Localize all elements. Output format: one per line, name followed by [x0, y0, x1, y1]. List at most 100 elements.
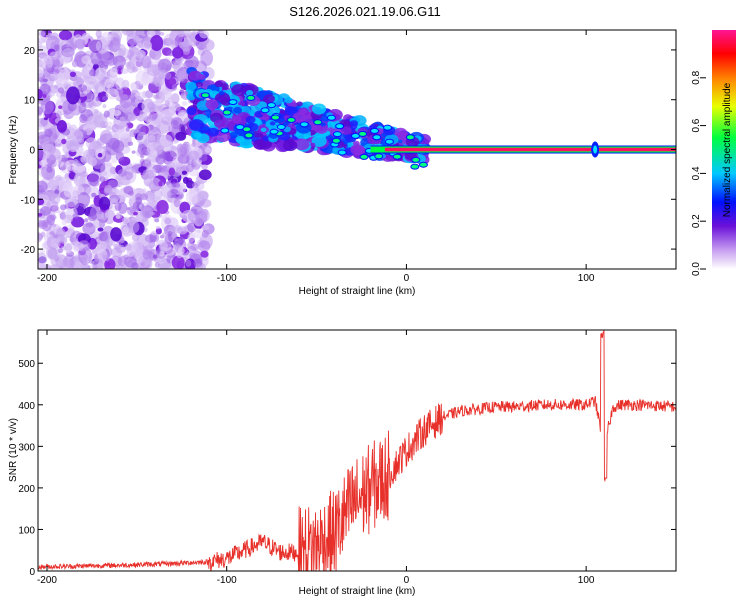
heat-cell [38, 198, 45, 206]
heat-cell [155, 227, 162, 235]
heat-cell [191, 182, 199, 189]
heat-cell [188, 150, 200, 161]
heat-cell [43, 150, 51, 159]
heat-cell [179, 88, 185, 93]
spectrogram-image [38, 30, 676, 269]
heat-cell [218, 90, 225, 96]
heat-cell [99, 122, 104, 127]
x-tick-label: -200 [37, 575, 57, 586]
heat-peak [418, 161, 428, 168]
x-tick-label: -100 [217, 273, 237, 284]
heat-cell [327, 127, 334, 132]
heat-cell [292, 112, 307, 123]
heat-peak [359, 153, 369, 160]
heat-cell [39, 83, 51, 95]
heat-cell [89, 69, 97, 77]
heat-cell [199, 30, 210, 39]
heat-peak [286, 116, 296, 123]
heat-cell [60, 258, 74, 269]
heat-cell [139, 158, 146, 166]
heat-cell [158, 262, 169, 269]
heat-cell [197, 240, 211, 252]
heat-cell [135, 70, 149, 86]
y-tick-label: 300 [18, 442, 35, 453]
heat-cell [185, 81, 197, 91]
heat-cell [120, 175, 127, 184]
heat-peak [332, 131, 342, 138]
heat-cell [168, 167, 176, 176]
snr-ticks: -200 -100 0 100 0 100 200 300 400 500 [18, 330, 676, 586]
heat-cell [97, 227, 104, 232]
heat-cell [133, 211, 138, 216]
heat-cell [41, 36, 48, 43]
heat-cell [117, 169, 128, 177]
heat-cell [112, 109, 122, 117]
heat-cell [38, 124, 44, 131]
heat-cell [232, 115, 242, 124]
heat-cell [70, 216, 85, 228]
heat-cell [134, 99, 139, 104]
heat-cell [66, 86, 80, 105]
heat-cell [99, 176, 106, 183]
heat-cell [148, 112, 158, 121]
heat-cell [195, 159, 203, 165]
heat-cell [171, 181, 177, 188]
heat-peak [335, 123, 345, 130]
heat-cell [104, 78, 115, 89]
heat-cell [73, 238, 78, 242]
heat-cell [299, 108, 308, 115]
heat-cell [50, 255, 64, 268]
x-tick-label: -100 [217, 575, 237, 586]
heat-cell [176, 70, 186, 82]
heat-cell [133, 35, 140, 43]
heat-cell [117, 255, 127, 267]
heat-cell [155, 145, 165, 153]
heat-peak [383, 124, 393, 131]
heat-cell [82, 222, 96, 235]
snr-line [38, 330, 676, 571]
heat-cell [102, 254, 110, 262]
colorbar-gradient [712, 30, 736, 269]
heat-cell [201, 229, 209, 238]
heat-cell [207, 127, 219, 137]
heat-peak [411, 156, 421, 163]
heat-cell [189, 252, 197, 259]
heat-peak [350, 132, 360, 139]
heat-cell [197, 74, 206, 80]
x-tick-label: -200 [37, 273, 57, 284]
heat-cell [72, 213, 79, 219]
heat-cell [92, 258, 104, 269]
heat-cell [64, 242, 73, 251]
heat-cell [198, 169, 212, 181]
heat-cell [61, 157, 68, 163]
heat-cell [159, 134, 173, 147]
heat-cell [58, 30, 73, 41]
heat-peak [384, 138, 394, 145]
heat-peak [269, 128, 279, 135]
heat-cell [73, 241, 85, 252]
heat-cell [61, 218, 67, 226]
heat-cell [131, 150, 136, 154]
colorbar-tick-label: 0.4 [691, 166, 702, 180]
x-tick-label: 0 [404, 273, 410, 284]
heat-cell [160, 184, 173, 199]
y-tick-label: 10 [24, 96, 36, 107]
heat-cell [73, 158, 79, 166]
heat-cell [49, 214, 57, 221]
heat-cell [55, 175, 63, 182]
heat-cell [181, 101, 188, 107]
heat-cell [150, 34, 164, 51]
x-tick-label: 0 [404, 575, 410, 586]
heat-cell [84, 98, 95, 109]
heat-cell [98, 196, 111, 211]
heat-cell [167, 96, 174, 102]
heat-cell [101, 50, 115, 65]
heat-peak [244, 132, 254, 139]
heat-cell [142, 169, 154, 180]
heat-cell [164, 217, 172, 225]
heat-cell [58, 105, 63, 109]
heat-cell [257, 101, 268, 109]
heat-cell [188, 119, 205, 131]
heat-cell [48, 181, 58, 191]
heat-cell [87, 173, 99, 187]
